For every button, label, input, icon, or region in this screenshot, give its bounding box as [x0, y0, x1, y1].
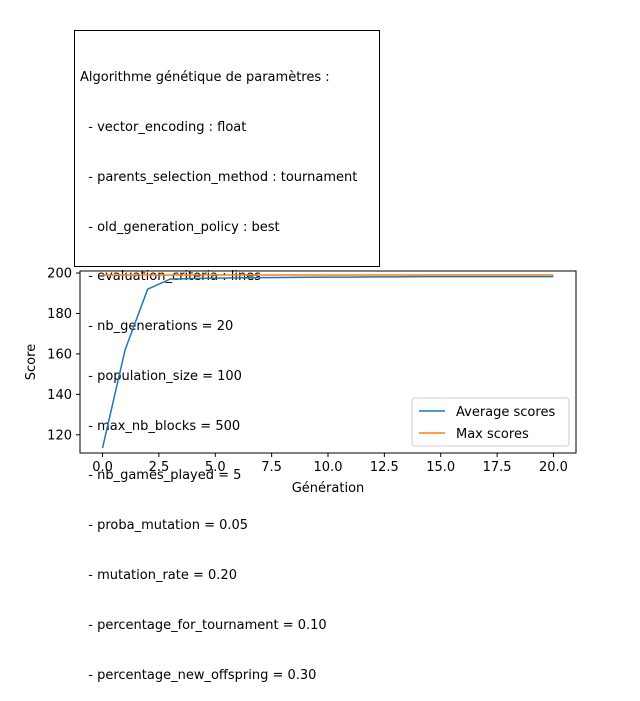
x-tick-label: 12.5: [370, 460, 399, 475]
param-line: - percentage_for_tournament = 0.10: [80, 617, 327, 633]
param-line: - parents_selection_method : tournament: [80, 169, 358, 185]
legend: Average scores Max scores: [411, 397, 570, 447]
x-tick-label: 15.0: [426, 460, 455, 475]
x-tick-label: 0.0: [92, 460, 113, 475]
x-tick-label: 2.5: [149, 460, 170, 475]
param-line: - evaluation_criteria : lines: [80, 269, 261, 285]
param-line: - nb_generations = 20: [80, 319, 234, 335]
param-line: - vector_encoding : float: [80, 119, 247, 135]
param-line: - population_size = 100: [80, 368, 242, 384]
series-line-0: [101, 275, 554, 449]
param-line: - nb_games_played = 5: [80, 468, 242, 484]
plot-lines: [101, 274, 554, 449]
legend-frame: [411, 397, 570, 447]
parameters-title: Algorithme génétique de paramètres :: [80, 70, 330, 86]
y-tick-label: 120: [47, 428, 72, 443]
y-tick-label: 200: [47, 267, 72, 282]
y-tick-label: 180: [47, 307, 72, 322]
param-line: - proba_mutation = 0.05: [80, 518, 249, 534]
x-tick-label: 5.0: [205, 460, 226, 475]
param-line: - mutation_rate = 0.20: [80, 568, 237, 583]
y-tick-label: 140: [47, 388, 72, 403]
legend-label-0: Average scores: [456, 405, 555, 420]
y-tick-label: 160: [47, 347, 72, 362]
x-tick-label: 20.0: [539, 460, 568, 475]
x-tick-label: 10.0: [314, 460, 343, 475]
param-line: - max_nb_blocks = 500: [80, 418, 241, 434]
x-axis: 0.0 2.5 5.0 7.5 10.0 12.5 15.0 17.5 20.0: [92, 453, 568, 475]
param-line: - percentage_new_offspring = 0.30: [80, 667, 317, 683]
param-line: - old_generation_policy : best: [80, 219, 280, 235]
x-axis-label: Génération: [292, 481, 365, 496]
legend-label-1: Max scores: [456, 427, 529, 442]
y-axis-label: Score: [24, 344, 39, 380]
x-tick-label: 17.5: [483, 460, 512, 475]
line-chart: 0.0 2.5 5.0 7.5 10.0 12.5 15.0 17.5 20.0 1201401…: [24, 267, 577, 496]
x-tick-label: 7.5: [261, 460, 282, 475]
y-axis: 120 140 160 180 200: [47, 267, 80, 443]
